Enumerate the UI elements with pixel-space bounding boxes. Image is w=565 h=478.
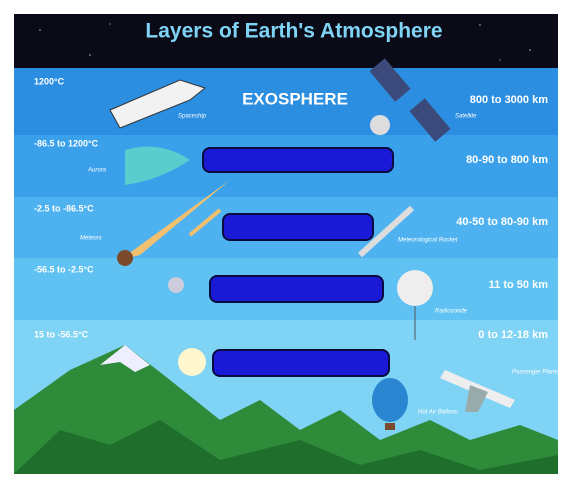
object-label: Satellite bbox=[455, 114, 477, 120]
layer-name: EXOSPHERE bbox=[242, 89, 348, 108]
answer-box[interactable] bbox=[213, 350, 389, 376]
object-label: Passenger Plane bbox=[512, 370, 558, 376]
altitude: 0 to 12-18 km bbox=[478, 329, 548, 341]
altitude: 40-50 to 80-90 km bbox=[456, 216, 548, 228]
object-label: Hot Air Balloon bbox=[418, 410, 458, 416]
answer-box[interactable] bbox=[223, 214, 373, 240]
temperature: -86.5 to 1200°C bbox=[34, 138, 99, 148]
altitude: 800 to 3000 km bbox=[470, 94, 548, 106]
object-label: Meteorological Rocket bbox=[398, 238, 458, 244]
answer-box[interactable] bbox=[203, 148, 393, 172]
object-label: Aurora bbox=[87, 168, 107, 174]
temperature: -56.5 to -2.5°C bbox=[34, 264, 94, 274]
sun bbox=[178, 348, 206, 376]
title: Layers of Earth's Atmosphere bbox=[145, 20, 442, 43]
altitude: 11 to 50 km bbox=[489, 279, 549, 291]
object-label: Spaceship bbox=[178, 114, 207, 120]
object-label: Meteors bbox=[80, 236, 102, 242]
object-label: Radiosonde bbox=[435, 309, 468, 315]
altitude: 80-90 to 800 km bbox=[466, 154, 548, 166]
temperature: 1200°C bbox=[34, 76, 65, 86]
answer-box[interactable] bbox=[210, 276, 383, 302]
infographic: Layers of Earth's Atmosphere EXOSPHERE 1… bbox=[0, 0, 565, 478]
temperature: 15 to -56.5°C bbox=[34, 329, 89, 339]
temperature: -2.5 to -86.5°C bbox=[34, 203, 94, 213]
